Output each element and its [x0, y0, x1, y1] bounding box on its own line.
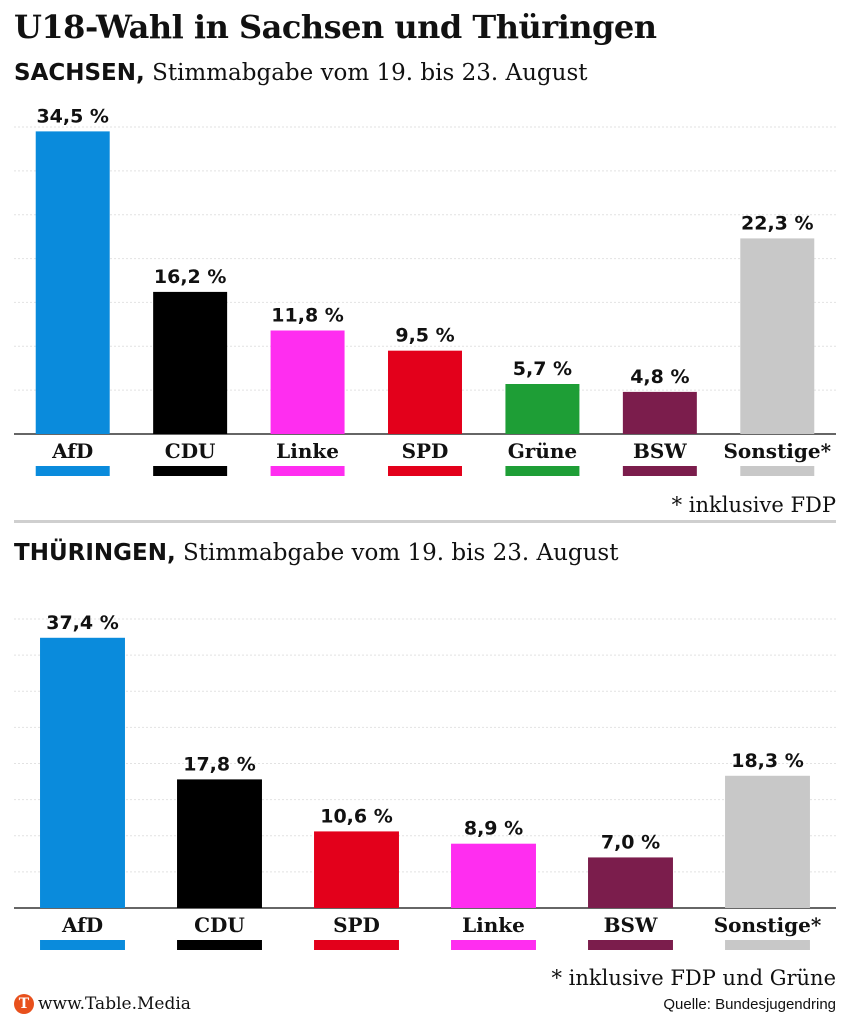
data-label: 9,5 % [395, 325, 454, 347]
legend-swatch [388, 466, 462, 476]
sachsen-subtitle: SACHSEN, Stimmabgabe vom 19. bis 23. Aug… [14, 60, 588, 86]
category-label: CDU [165, 439, 216, 463]
data-label: 34,5 % [36, 105, 109, 127]
legend-swatch [451, 940, 536, 950]
legend-swatch [153, 466, 228, 476]
category-label: Sonstige* [714, 913, 822, 937]
brand-link[interactable]: T www.Table.Media [14, 994, 191, 1014]
category-label: BSW [633, 439, 687, 463]
bar [270, 330, 345, 434]
sachsen-region-label: SACHSEN, [14, 60, 145, 86]
legend-swatch [35, 466, 110, 476]
section-divider [14, 520, 836, 523]
bar [40, 637, 125, 908]
page-title: U18-Wahl in Sachsen und Thüringen [14, 8, 657, 46]
bar [314, 831, 399, 908]
legend-swatch [740, 466, 815, 476]
legend-swatch [588, 940, 673, 950]
legend-swatch [177, 940, 262, 950]
legend-swatch [314, 940, 399, 950]
data-label: 17,8 % [183, 753, 256, 775]
bar [35, 131, 110, 434]
sachsen-subtitle-text: Stimmabgabe vom 19. bis 23. August [144, 60, 588, 86]
data-label: 7,0 % [601, 831, 660, 853]
category-label: AfD [61, 913, 103, 937]
legend-swatch [270, 466, 345, 476]
bar [588, 857, 673, 908]
data-label: 18,3 % [731, 750, 804, 772]
thueringen-region-label: THÜRINGEN, [14, 540, 176, 566]
legend-swatch [505, 466, 580, 476]
bar [725, 775, 810, 908]
thueringen-subtitle: THÜRINGEN, Stimmabgabe vom 19. bis 23. A… [14, 540, 618, 566]
data-label: 37,4 % [46, 612, 119, 634]
bar [622, 391, 697, 434]
data-label: 11,8 % [271, 304, 344, 326]
legend-swatch [622, 466, 697, 476]
thueringen-subtitle-text: Stimmabgabe vom 19. bis 23. August [175, 540, 619, 566]
category-label: SPD [402, 439, 449, 463]
bar [740, 238, 815, 434]
category-label: AfD [51, 439, 93, 463]
category-label: CDU [194, 913, 245, 937]
legend-swatch [725, 940, 810, 950]
data-label: 22,3 % [741, 212, 814, 234]
thueringen-bar-chart: 37,4 % AfD 17,8 % CDU 10,6 % SPD 8,9 % Linke 7,0… [14, 612, 836, 950]
data-label: 10,6 % [320, 805, 393, 827]
data-label: 16,2 % [154, 266, 227, 288]
bar [153, 291, 228, 434]
data-label: 5,7 % [513, 358, 572, 380]
category-label: Linke [276, 439, 339, 463]
category-label: Sonstige* [723, 439, 831, 463]
sachsen-bar-chart: 34,5 % AfD 16,2 % CDU 11,8 % Linke 9,5 % SPD 5,7… [14, 105, 836, 476]
bar [505, 384, 580, 434]
legend-swatch [40, 940, 125, 950]
bar [388, 350, 462, 434]
category-label: Grüne [508, 439, 577, 463]
thueringen-footnote: * inklusive FDP und Grüne [551, 966, 836, 990]
category-label: Linke [462, 913, 525, 937]
bar [177, 779, 262, 908]
data-label: 8,9 % [464, 818, 523, 840]
bar [451, 843, 536, 908]
source-note: Quelle: Bundesjugendring [663, 996, 836, 1013]
category-label: BSW [604, 913, 658, 937]
brand-url: www.Table.Media [38, 994, 191, 1014]
sachsen-footnote: * inklusive FDP [671, 493, 836, 517]
category-label: SPD [333, 913, 380, 937]
data-label: 4,8 % [630, 366, 689, 388]
table-media-logo-icon: T [14, 994, 34, 1014]
